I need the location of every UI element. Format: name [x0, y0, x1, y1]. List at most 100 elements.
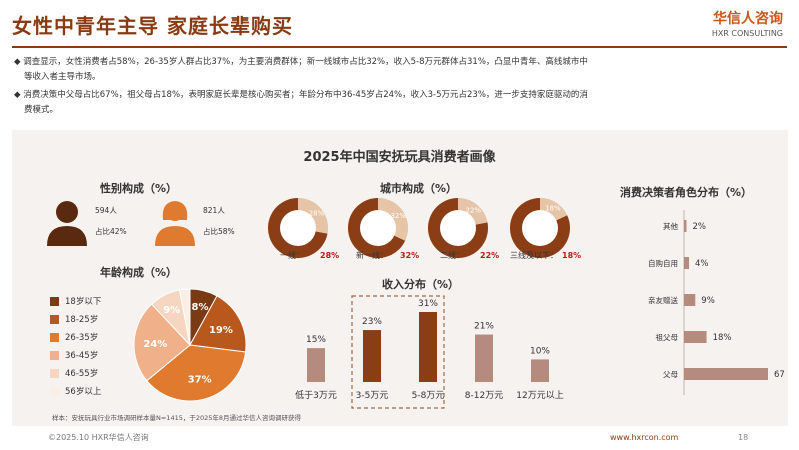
income-category-label: 3-5万元	[356, 391, 389, 401]
age-legend-label: 18-25岁	[65, 315, 99, 325]
city-donut-hole	[360, 210, 396, 246]
city-donut-charts: 28% 一线： 28% 32% 新一线： 32% 22% 二线： 22% 18% 三线及以下： 18%	[268, 198, 581, 260]
city-donut-inner-label: 18%	[545, 205, 561, 213]
income-category-label: 8-12万元	[465, 391, 503, 401]
footer-url[interactable]: www.hxrcon.com	[610, 433, 679, 442]
city-donut-inner-label: 28%	[309, 210, 325, 218]
income-bar	[363, 330, 381, 382]
brand-logo: 华信人咨询 HXR CONSULTING	[712, 8, 783, 38]
income-highlight-box	[351, 295, 445, 409]
legend-swatch	[50, 386, 59, 396]
decision-value-label: 2%	[693, 222, 707, 232]
age-legend-label: 36-45岁	[65, 351, 99, 361]
income-bar	[307, 348, 325, 382]
city-donut-inner-label: 32%	[390, 212, 406, 220]
age-pie-slice	[146, 344, 247, 402]
age-legend-label: 18岁以下	[65, 297, 102, 307]
infographic-title: 2025年中国安抚玩具消费者画像	[303, 150, 496, 165]
male-share: 占比42%	[95, 227, 127, 236]
legend-swatch	[50, 314, 59, 324]
age-legend: 18岁以下 18-25岁 26-35岁 36-45岁 46-55岁 56岁以上	[50, 292, 101, 400]
age-pie-label: 8%	[192, 302, 209, 313]
logo-en: HXR CONSULTING	[711, 29, 783, 38]
decision-value-label: 4%	[695, 259, 709, 269]
city-donut-inner-label: 22%	[466, 207, 482, 215]
age-pie-label: 24%	[143, 339, 167, 350]
age-legend-item: 46-55岁	[50, 364, 101, 382]
age-legend-label: 26-35岁	[65, 333, 99, 343]
city-label: 新一线：	[356, 250, 388, 260]
age-pie-label: 9%	[163, 305, 180, 316]
income-value-label: 15%	[306, 335, 326, 345]
age-legend-item: 36-45岁	[50, 346, 101, 364]
age-pie-slice	[178, 288, 191, 346]
female-icon	[155, 201, 195, 246]
income-category-label: 12万元以上	[516, 390, 563, 401]
age-legend-label: 46-55岁	[65, 369, 99, 379]
gender-title: 性别构成（%）	[100, 182, 178, 195]
decision-category-label: 其他	[663, 221, 678, 231]
income-value-label: 21%	[474, 322, 494, 332]
decision-category-label: 父母	[663, 370, 678, 379]
decision-value-label: 67%	[774, 370, 785, 380]
age-legend-label: 56岁以上	[65, 387, 102, 397]
legend-swatch	[50, 368, 59, 378]
income-category-label: 5-8万元	[412, 391, 445, 401]
male-icon	[47, 201, 87, 246]
infographic-panel	[12, 130, 788, 426]
bullet-1-line-1: 调查显示，女性消费者占58%，26-35岁人群占比37%，为主要消费群体；新一线…	[23, 57, 588, 67]
bullet-marker: ◆	[14, 90, 21, 100]
decision-category-label: 亲友赠送	[648, 295, 678, 305]
bullet-2: ◆ 消费决策中父母占比67%，祖父母占18%，表明家庭长辈是核心购买者；年龄分布…	[14, 88, 784, 118]
decision-bar	[684, 220, 687, 232]
decision-value-label: 18%	[713, 333, 732, 343]
decision-value-label: 9%	[701, 296, 715, 306]
city-donut-hole	[522, 210, 558, 246]
footer-copyright: ©2025.10 HXR华信人咨询	[48, 433, 149, 442]
decision-category-label: 自购自用	[648, 258, 678, 268]
logo-cn: 华信人咨询	[713, 11, 783, 27]
bullet-1: ◆ 调查显示，女性消费者占58%，26-35岁人群占比37%，为主要消费群体；新…	[14, 55, 784, 85]
age-pie-slice	[189, 295, 247, 353]
income-bar	[419, 312, 437, 382]
page-title: 女性中青年主导 家庭长辈购买	[12, 14, 293, 38]
decision-title: 消费决策者角色分布（%）	[620, 186, 753, 199]
age-pie-chart: 8% 19% 37% 24% 9%	[133, 288, 247, 402]
income-title: 收入分布（%）	[382, 278, 460, 291]
income-bar-chart: 15% 低于3万元 23% 3-5万元 31% 5-8万元 21% 8-12万元 10% 12万元…	[295, 295, 564, 409]
legend-swatch	[50, 296, 59, 306]
age-pie-slice	[133, 303, 191, 382]
age-pie-label: 19%	[209, 325, 233, 336]
income-value-label: 23%	[362, 317, 382, 327]
title-divider	[12, 46, 787, 48]
city-label: 二线：	[440, 250, 464, 260]
age-title: 年龄构成（%）	[100, 266, 178, 279]
income-category-label: 低于3万元	[295, 389, 337, 401]
city-donut-hole	[440, 210, 476, 246]
female-share: 占比58%	[203, 227, 235, 236]
city-label: 三线及以下：	[510, 250, 558, 260]
bullet-2-line-1: 消费决策中父母占比67%，祖父母占18%，表明家庭长辈是核心购买者；年龄分布中3…	[23, 90, 588, 100]
age-legend-item: 18-25岁	[50, 310, 101, 328]
female-count: 821人	[203, 206, 225, 215]
page-number: 18	[738, 433, 749, 442]
income-value-label: 31%	[418, 299, 438, 309]
city-value: 32%	[400, 251, 419, 260]
bullet-marker: ◆	[14, 57, 21, 67]
sample-note: 样本：安抚玩具行业市场调研样本量N=1415，于2025年8月通过华信人咨询调研…	[52, 414, 302, 422]
male-count: 594人	[95, 206, 117, 215]
income-value-label: 10%	[530, 346, 550, 356]
age-legend-item: 18岁以下	[50, 292, 101, 310]
city-value: 22%	[480, 251, 499, 260]
city-label: 一线：	[280, 250, 304, 260]
decision-bar-chart: 其他 2% 自购自用 4% 亲友赠送 9% 祖父母 18% 父母 67%	[648, 210, 785, 395]
legend-swatch	[50, 350, 59, 360]
city-value: 18%	[562, 251, 581, 260]
age-legend-item: 26-35岁	[50, 328, 101, 346]
decision-bar	[684, 294, 696, 306]
bullet-1-line-2: 等收入者主导市场。	[24, 72, 101, 82]
income-bar	[475, 334, 493, 382]
city-donut-hole	[280, 210, 316, 246]
decision-bar	[684, 368, 768, 380]
decision-category-label: 祖父母	[656, 332, 679, 342]
